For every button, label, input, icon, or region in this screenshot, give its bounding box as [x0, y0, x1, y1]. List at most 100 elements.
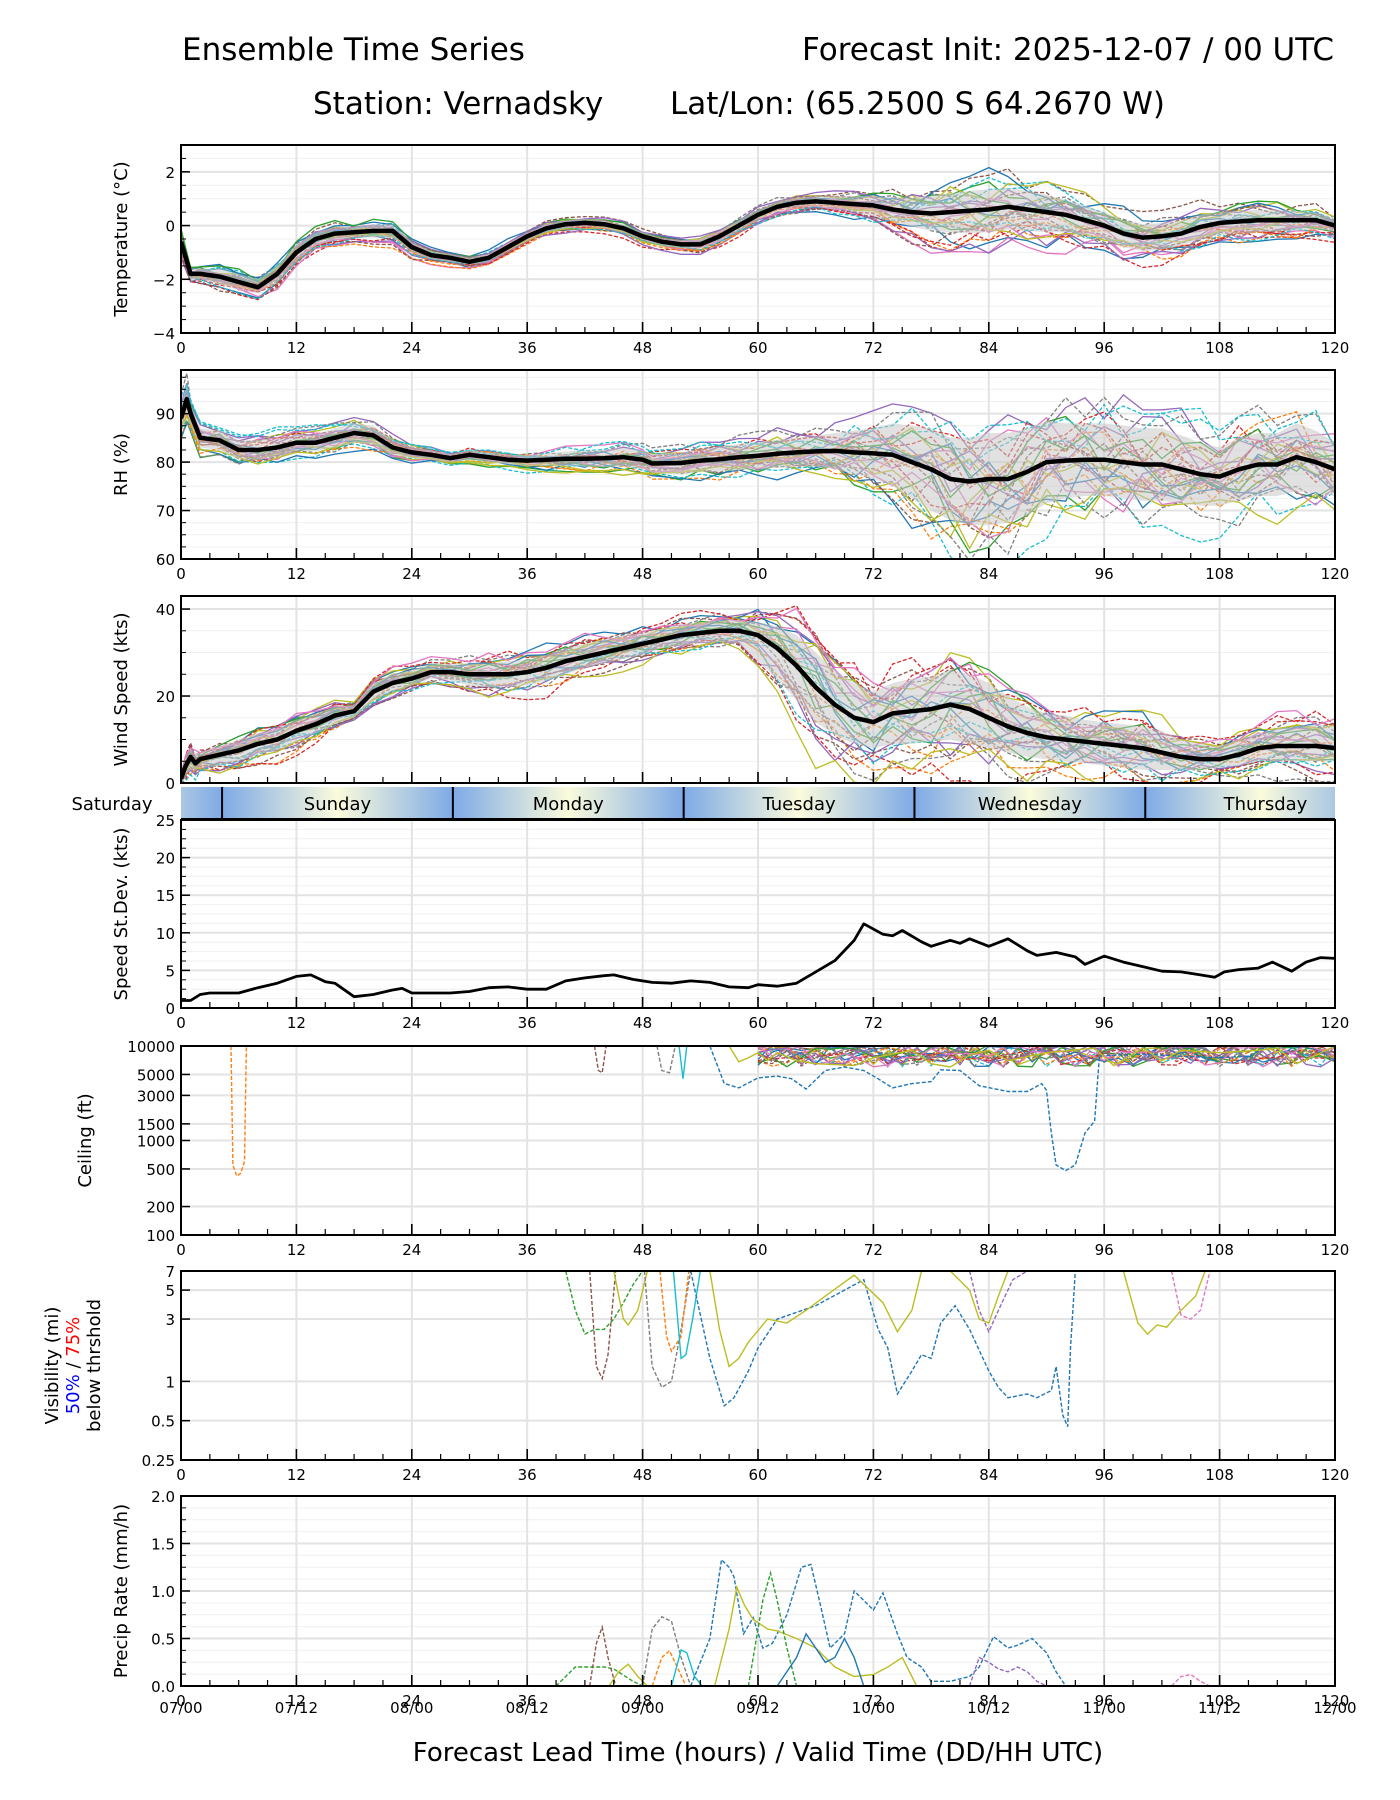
x-tick-label: 120: [1321, 1692, 1350, 1710]
x-tick-label: 108: [1205, 1466, 1234, 1484]
x-tick-label: 84: [979, 1014, 998, 1032]
ensemble-member-line: [181, 373, 1335, 458]
y-tick-label: 0: [165, 1000, 175, 1018]
panel-speed_stdev: 0 12 24 36 48 60 72 84 96 108 120 0 5 10 15 20 25 Speed S…: [111, 812, 1349, 1032]
panel-visibility: 0 12 24 36 48 60 72 84 96 108 120 0.25 0.5 1 3 57 Visibi…: [42, 1263, 1349, 1484]
ensemble-member-line: [709, 1046, 1269, 1172]
day-band: Saturday Sunday Monday Tuesday Wednesday Thur…: [71, 787, 1336, 820]
plot-area: [565, 1271, 1211, 1427]
x-tick-label: 96: [1095, 1466, 1114, 1484]
valid-time-label: 11/12: [1198, 1699, 1241, 1717]
x-tick-label: 72: [864, 565, 883, 583]
ensemble-member-line: [608, 1663, 648, 1686]
y-tick-label: 1500: [137, 1116, 175, 1134]
day-segment: [1145, 787, 1336, 819]
x-tick-label: 12: [287, 1466, 306, 1484]
ensemble-member-line: [589, 1271, 617, 1381]
plot-area: [181, 604, 1335, 783]
ensemble-member-line: [181, 192, 1335, 284]
valid-time-label: 08/12: [506, 1699, 549, 1717]
ensemble-member-line: [643, 1271, 692, 1389]
ensemble-member-line: [589, 1624, 617, 1686]
ensemble-member-line: [1171, 1673, 1211, 1686]
threshold-50-label: 50%: [63, 1374, 84, 1414]
ensemble-member-line: [757, 1046, 1335, 1068]
ensemble-member-line: [651, 1649, 687, 1686]
ensemble-member-line: [613, 1271, 649, 1327]
day-label: Wednesday: [978, 794, 1083, 815]
ensemble-member-line: [757, 1046, 1335, 1068]
x-tick-label: 72: [864, 339, 883, 357]
x-tick-label: 96: [1095, 565, 1114, 583]
ensemble-spread-band: [181, 619, 1335, 781]
y-tick-label: 0: [165, 218, 175, 236]
x-tick-label: 24: [402, 1014, 421, 1032]
ensemble-member-line: [230, 1046, 248, 1178]
y-tick-label: 40: [156, 601, 175, 619]
x-axis-title: Forecast Lead Time (hours) / Valid Time …: [412, 1738, 1104, 1768]
ensemble-member-line: [181, 636, 1329, 783]
x-tick-label: 0: [176, 1466, 186, 1484]
plot-area: [555, 1558, 1211, 1686]
ensemble-member-line: [565, 1271, 644, 1336]
x-tick-label: 108: [1205, 339, 1234, 357]
valid-time-label: 09/00: [621, 1699, 664, 1717]
x-tick-label: 72: [864, 1466, 883, 1484]
y-tick-label: 5: [165, 1282, 175, 1300]
ensemble-member-line: [656, 1046, 676, 1074]
x-tick-label: 60: [748, 565, 767, 583]
x-tick-label: 36: [518, 1241, 537, 1259]
plot-area: [181, 922, 1335, 1002]
ensemble-member-line: [181, 640, 1335, 783]
ensemble-member-line: [690, 1558, 1067, 1686]
x-tick-label: 84: [979, 339, 998, 357]
ensemble-member-line: [714, 1584, 918, 1686]
y-tick-label: −4: [153, 325, 175, 343]
valid-time-label: 11/00: [1083, 1699, 1126, 1717]
y-axis-label: Speed St.Dev. (kts): [111, 828, 132, 1001]
ensemble-member-line: [181, 639, 1335, 783]
day-label: Monday: [533, 794, 604, 815]
ensemble-member-line: [728, 1046, 1335, 1068]
x-tick-label: 120: [1321, 1241, 1350, 1259]
y-tick-label: 200: [146, 1199, 175, 1217]
y-tick-label: −2: [153, 271, 175, 289]
y-axis-label: RH (%): [111, 433, 132, 496]
x-tick-label: 12: [287, 1014, 306, 1032]
y-tick-label: 1: [165, 1373, 175, 1391]
panel-wind_speed: 0 20 40 Wind Speed (kts): [111, 595, 1336, 793]
stdev-line: [181, 922, 1335, 1002]
day-label: Saturday: [71, 794, 152, 815]
y-tick-label: 80: [156, 454, 175, 472]
x-tick-label: 12: [287, 565, 306, 583]
x-tick-label: 48: [633, 565, 652, 583]
x-tick-label: 0: [176, 565, 186, 583]
ensemble-mean-line: [181, 396, 1335, 484]
y-tick-label: 5: [165, 962, 175, 980]
y-tick-label: 1000: [137, 1133, 175, 1151]
ensemble-member-line: [949, 1271, 1009, 1324]
y-tick-label: 5000: [137, 1066, 175, 1084]
y-tick-label: 1.5: [151, 1536, 175, 1554]
day-segment: [222, 787, 453, 819]
x-tick-label: 0: [176, 1241, 186, 1259]
ensemble-member-line: [181, 419, 1335, 559]
ensemble-member-line: [1122, 1271, 1206, 1336]
y-tick-label: 0.5: [151, 1413, 175, 1431]
y-tick-label: 0.0: [151, 1678, 175, 1696]
valid-time-label: 12/00: [1313, 1699, 1356, 1717]
x-tick-label: 120: [1321, 1014, 1350, 1032]
x-tick-label: 36: [518, 1466, 537, 1484]
x-tick-label: 0: [176, 339, 186, 357]
day-segment: [452, 787, 684, 819]
ensemble-member-line: [555, 1666, 643, 1686]
y-axis-label: Wind Speed (kts): [111, 612, 132, 766]
y-tick-label: 10000: [127, 1038, 175, 1056]
valid-time-label: 09/12: [736, 1699, 779, 1717]
panel-rh: 0 12 24 36 48 60 72 84 96 108 120 60 70 80 90 RH (%): [111, 369, 1349, 583]
ensemble-member-line: [968, 1656, 1047, 1686]
ensemble-member-line: [776, 1632, 865, 1686]
x-tick-label: 60: [748, 1466, 767, 1484]
ensemble-member-line: [659, 1271, 690, 1353]
